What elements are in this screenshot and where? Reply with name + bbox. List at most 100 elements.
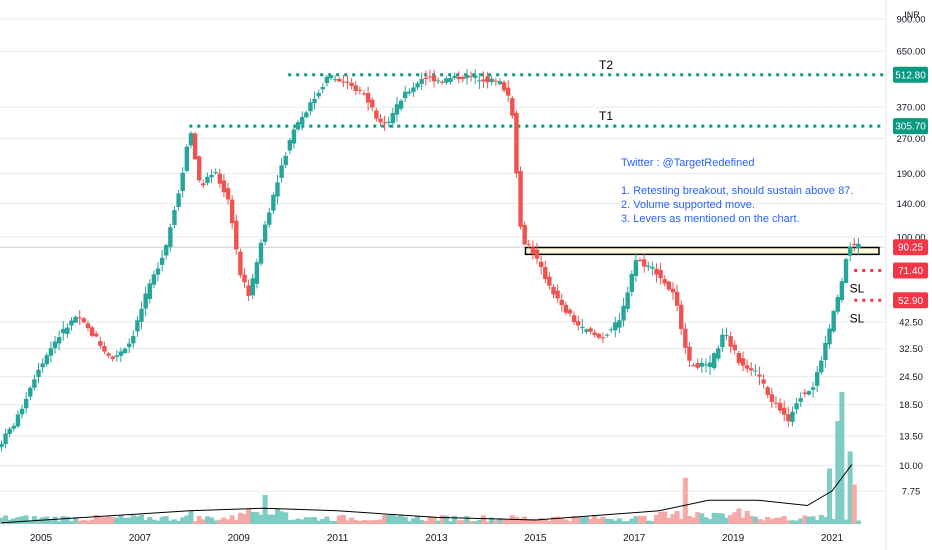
candle-body [835, 297, 840, 312]
candle-body [147, 283, 152, 299]
volume-bar [814, 520, 820, 524]
candle-body [172, 210, 177, 226]
volume-bar [258, 514, 264, 524]
volume-bar [106, 516, 112, 524]
volume-bar [217, 519, 223, 524]
candle-body [28, 387, 33, 397]
volume-bar [736, 508, 742, 524]
note-3: 3. Levers as mentioned on the chart. [621, 213, 800, 225]
candle-body [85, 323, 91, 329]
candle-body [258, 242, 264, 264]
candle-body [102, 346, 107, 352]
candle-body [666, 281, 672, 290]
candle-body [308, 102, 313, 112]
volume-bar [691, 517, 697, 524]
volume-bar [73, 517, 79, 524]
volume-bar [246, 509, 252, 524]
candle-body [621, 305, 626, 321]
candle-body [394, 104, 400, 115]
candle-body [827, 328, 832, 345]
volume-bar [843, 519, 849, 524]
volume-bar [579, 517, 585, 524]
candle-body [856, 243, 861, 249]
candle-body [390, 112, 396, 124]
volume-bar [542, 519, 548, 524]
level-305-70-badge-text: 305.70 [895, 122, 926, 133]
level-name-sl: SL [850, 281, 865, 295]
volume-bar [724, 517, 730, 524]
candle-body [205, 176, 210, 183]
y-tick-label: 32.50 [899, 344, 923, 355]
candle-body [646, 265, 651, 267]
candle-body [641, 259, 647, 267]
candle-body [538, 261, 544, 268]
y-axis[interactable]: 7.75 10.00 13.50 18.50 24.50 32.50 42.50 100.00… [885, 0, 926, 550]
volume-bar [180, 517, 186, 524]
volume-bar [604, 518, 610, 524]
candle-body [526, 244, 531, 246]
candle-body [357, 89, 363, 91]
candle-body [168, 227, 173, 247]
candles [0, 69, 861, 452]
twitter-handle: Twitter : @TargetRedefined [621, 157, 755, 169]
volume-bar [761, 520, 767, 524]
y-tick-label: 270.00 [896, 134, 925, 145]
volume-bar [592, 515, 598, 524]
volume-bar [151, 519, 157, 524]
candle-body [625, 292, 630, 309]
candle-body [254, 262, 260, 284]
level-name-t2: T2 [599, 58, 613, 72]
volume-bar [695, 512, 701, 524]
candle-body [143, 293, 148, 309]
candle-body [753, 370, 758, 372]
candle-body [501, 82, 507, 91]
breakout-zone-box[interactable] [524, 246, 880, 256]
candle-body [588, 328, 593, 332]
candle-body [415, 83, 420, 88]
candle-body [324, 76, 330, 84]
volume-bar [233, 520, 239, 524]
volume-bar [518, 518, 524, 524]
volume-bar [349, 517, 355, 524]
volume-bar [546, 520, 552, 524]
volume-bar [563, 519, 569, 524]
candle-body [374, 110, 379, 119]
candle-body [633, 260, 639, 276]
volume-bar [732, 512, 738, 524]
candle-body [658, 269, 663, 279]
candle-body [481, 79, 486, 82]
candle-body [419, 79, 424, 84]
volume-bar [126, 517, 132, 524]
candle-body [534, 249, 540, 259]
candle-body [188, 133, 194, 146]
candle-body [806, 391, 812, 395]
breakout-zone[interactable] [524, 246, 880, 256]
volume-bar [769, 519, 775, 524]
candle-body [353, 85, 358, 91]
volume-bar [777, 517, 783, 524]
volume-bar [250, 511, 256, 524]
volume-bar [15, 517, 21, 524]
candle-body [444, 78, 449, 83]
volume-bar [353, 520, 359, 524]
candle-body [724, 335, 729, 337]
volume-bar [402, 516, 408, 524]
candle-body [592, 332, 597, 336]
candle-body [40, 363, 45, 368]
volume-bar [637, 515, 643, 524]
level-lines[interactable] [189, 73, 884, 302]
y-tick-label: 190.00 [896, 169, 925, 180]
candle-body [312, 98, 317, 104]
candle-body [637, 259, 643, 261]
candle-body [468, 75, 474, 77]
candle-body [464, 75, 470, 79]
volume-bar [134, 516, 140, 524]
volume-bar [64, 516, 70, 524]
volume-bar [283, 512, 289, 524]
candle-body [176, 193, 181, 207]
volume-bar [472, 521, 478, 524]
volume-bar [209, 517, 215, 524]
volume-bar [56, 521, 62, 524]
volume-bar [48, 520, 54, 524]
